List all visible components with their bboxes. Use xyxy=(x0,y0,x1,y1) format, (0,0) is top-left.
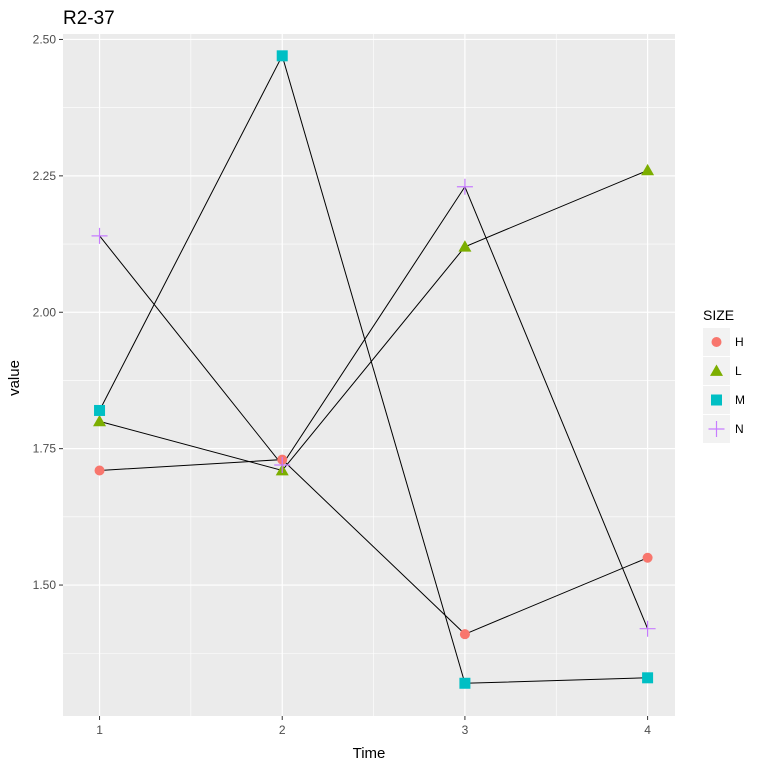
series-line-l xyxy=(99,169,648,472)
legend: SIZE H L M N xyxy=(703,307,745,443)
x-tick-label: 3 xyxy=(462,723,469,737)
y-tick-label: 2.00 xyxy=(33,305,57,319)
series-line-m xyxy=(99,54,648,684)
data-point-n xyxy=(91,227,108,244)
data-point-n xyxy=(274,457,291,474)
series-lines xyxy=(99,54,649,684)
data-point-m xyxy=(642,672,654,684)
legend-label-h: H xyxy=(735,335,744,349)
x-tick-label: 1 xyxy=(96,723,103,737)
series-line-n xyxy=(99,185,649,629)
data-point-n xyxy=(456,178,473,195)
y-tick-label: 2.25 xyxy=(33,169,57,183)
series-line-h xyxy=(99,459,648,635)
y-tick-label: 1.50 xyxy=(33,578,57,592)
legend-symbol-h xyxy=(711,337,722,347)
x-axis-title: Time xyxy=(353,745,386,762)
legend-symbol-m xyxy=(711,394,722,406)
y-tick-label: 2.50 xyxy=(33,32,57,46)
data-point-h xyxy=(94,465,105,476)
legend-label-m: M xyxy=(735,393,745,407)
data-point-m xyxy=(459,677,471,689)
x-tick-label: 2 xyxy=(279,723,286,737)
y-tick-label: 1.75 xyxy=(33,442,57,456)
data-point-n xyxy=(639,620,656,637)
legend-label-n: N xyxy=(735,422,744,436)
y-axis-title: value xyxy=(6,360,23,396)
legend-label-l: L xyxy=(735,364,742,378)
legend-symbol-l xyxy=(710,364,723,376)
x-axis: 1 2 3 4 xyxy=(96,716,651,737)
data-point-l xyxy=(458,240,472,252)
chart-title: R2-37 xyxy=(63,8,115,29)
grid-minor xyxy=(63,34,675,716)
series-points xyxy=(91,50,656,689)
x-tick-label: 4 xyxy=(644,723,651,737)
legend-title: SIZE xyxy=(703,307,734,323)
data-point-l xyxy=(93,414,107,427)
data-point-h xyxy=(459,629,470,640)
data-point-m xyxy=(94,404,106,416)
data-point-h xyxy=(642,552,653,563)
y-axis: 1.50 1.75 2.00 2.25 2.50 xyxy=(33,32,63,592)
legend-symbol-n xyxy=(708,421,725,437)
plot-panel xyxy=(63,34,675,716)
data-point-l xyxy=(641,163,655,176)
data-point-m xyxy=(276,50,288,62)
